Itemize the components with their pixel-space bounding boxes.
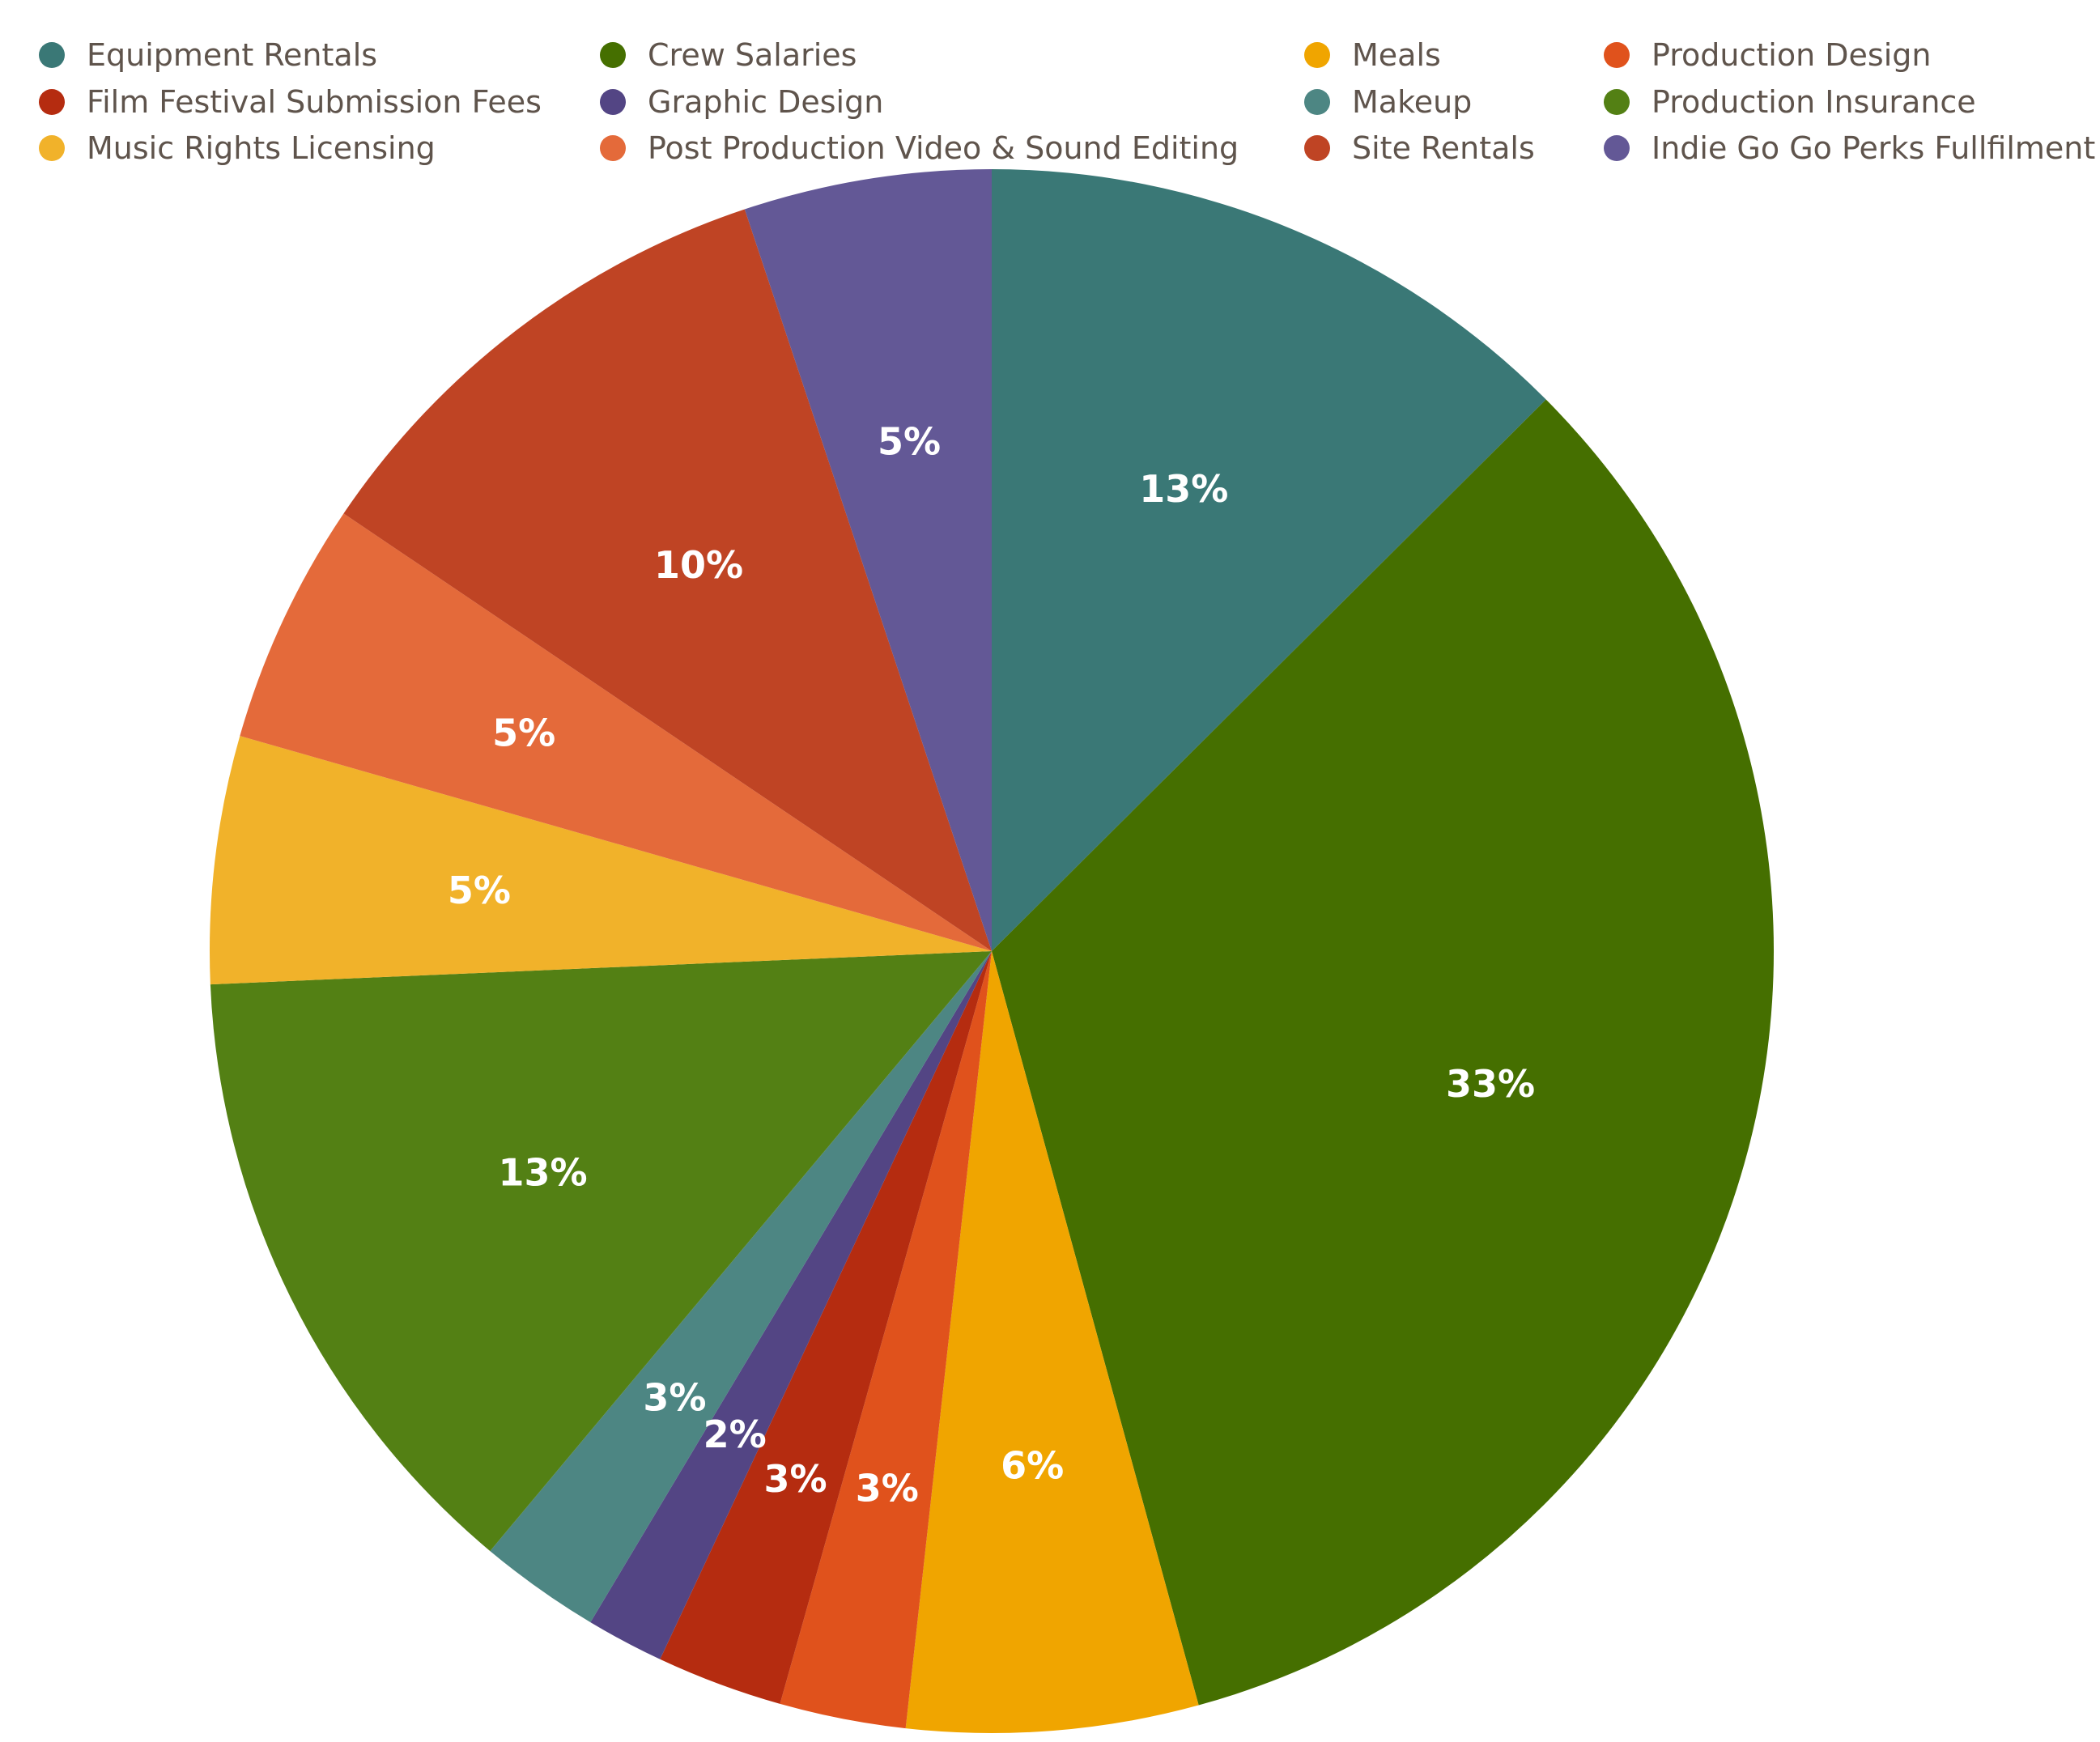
legend-label: Site Rentals — [1352, 130, 1535, 166]
legend-swatch — [1604, 135, 1630, 161]
slice-label-makeup: 3% — [643, 1375, 706, 1419]
slice-label-production-insurance: 13% — [499, 1151, 588, 1195]
legend-label: Crew Salaries — [648, 37, 857, 73]
pie-slice-post-production-video-and-sound-editing — [240, 513, 992, 951]
legend-item-production-design: Production Design — [1604, 37, 1931, 73]
legend-item-music-rights-licensing: Music Rights Licensing — [39, 130, 436, 166]
legend-item-makeup: Makeup — [1304, 84, 1472, 120]
legend-label: Indie Go Go Perks Fullfilment — [1652, 130, 2095, 166]
legend-item-site-rentals: Site Rentals — [1304, 130, 1535, 166]
slice-label-graphic-design: 2% — [704, 1413, 767, 1456]
pie-slices — [209, 169, 1775, 1733]
legend-swatch — [600, 135, 626, 161]
pie-slice-indie-go-go-perks-fullfilment — [744, 169, 992, 951]
pie-slice-crew-salaries — [992, 399, 1775, 1706]
legend-item-equipment-rentals: Equipment Rentals — [39, 37, 377, 73]
legend-item-indie-go-go-perks-fullfilment: Indie Go Go Perks Fullfilment — [1604, 130, 2095, 166]
slice-label-music-rights-licensing: 5% — [448, 869, 511, 912]
pie-slice-labels: 13%33%6%3%3%2%3%13%5%5%10%5% — [448, 420, 1535, 1510]
legend-swatch — [1304, 135, 1330, 161]
legend-item-film-festival-submission-fees: Film Festival Submission Fees — [39, 84, 542, 120]
legend-label: Production Design — [1652, 37, 1931, 73]
legend-label: Post Production Video & Sound Editing — [648, 130, 1239, 166]
slice-label-post-production-video-and-sound-editing: 5% — [492, 712, 555, 755]
pie-slice-equipment-rentals — [992, 169, 1546, 951]
legend-label: Film Festival Submission Fees — [87, 84, 542, 120]
pie-slice-makeup — [490, 951, 992, 1623]
legend-label: Equipment Rentals — [87, 37, 377, 73]
slice-label-meals: 6% — [1001, 1444, 1064, 1488]
legend-label: Graphic Design — [648, 84, 883, 120]
pie-slice-music-rights-licensing — [209, 736, 993, 985]
legend-swatch — [600, 89, 626, 115]
legend-item-post-production-video-and-sound-editing: Post Production Video & Sound Editing — [600, 130, 1239, 166]
legend-label: Production Insurance — [1652, 84, 1976, 120]
legend-item-crew-salaries: Crew Salaries — [600, 37, 857, 73]
pie-slice-production-design — [780, 951, 992, 1729]
legend-item-meals: Meals — [1304, 37, 1441, 73]
slice-label-site-rentals: 10% — [654, 543, 743, 587]
pie-slice-meals — [905, 951, 1199, 1733]
legend-swatch — [39, 42, 65, 68]
pie-slice-site-rentals — [343, 209, 992, 952]
slice-label-crew-salaries: 33% — [1446, 1062, 1535, 1106]
slice-label-equipment-rentals: 13% — [1139, 467, 1228, 511]
pie-slice-graphic-design — [590, 951, 992, 1659]
legend-swatch — [1604, 89, 1630, 115]
legend-item-graphic-design: Graphic Design — [600, 84, 883, 120]
legend-swatch — [1604, 42, 1630, 68]
pie-slice-film-festival-submission-fees — [660, 951, 992, 1704]
legend-swatch — [39, 135, 65, 161]
slice-label-film-festival-submission-fees: 3% — [763, 1457, 827, 1501]
legend-label: Music Rights Licensing — [87, 130, 436, 166]
legend-label: Meals — [1352, 37, 1441, 73]
chart-legend: Equipment Rentals Crew Salaries Meals Produ… — [39, 37, 2095, 166]
legend-item-production-insurance: Production Insurance — [1604, 84, 1976, 120]
slice-label-production-design: 3% — [856, 1467, 919, 1510]
pie-slice-production-insurance — [210, 951, 992, 1552]
legend-swatch — [1304, 42, 1330, 68]
legend-swatch — [600, 42, 626, 68]
legend-label: Makeup — [1352, 84, 1472, 120]
legend-swatch — [1304, 89, 1330, 115]
slice-label-indie-go-go-perks-fullfilment: 5% — [878, 420, 941, 464]
legend-swatch — [39, 89, 65, 115]
